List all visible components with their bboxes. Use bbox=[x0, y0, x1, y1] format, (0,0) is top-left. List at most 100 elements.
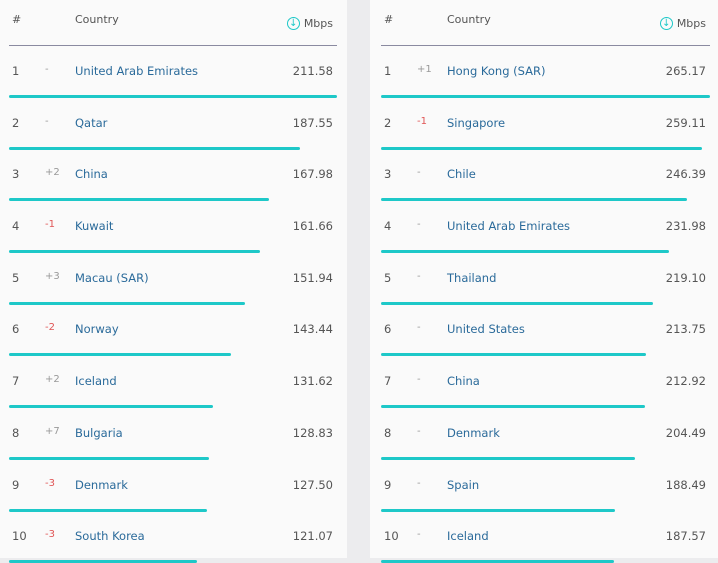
rank: 3 bbox=[384, 167, 392, 182]
table-row: 4 -1 Kuwait 161.66 bbox=[9, 201, 337, 254]
country-header: Country bbox=[447, 13, 491, 26]
speed-bar bbox=[381, 95, 710, 98]
country-link[interactable]: Hong Kong (SAR) bbox=[447, 64, 546, 78]
rank: 1 bbox=[384, 64, 392, 78]
table-row: 7 +2 Iceland 131.62 bbox=[9, 356, 337, 409]
country-link[interactable]: Singapore bbox=[447, 115, 506, 130]
rank-change: - bbox=[417, 374, 421, 386]
rank: 9 bbox=[384, 477, 392, 492]
rank: 7 bbox=[12, 374, 20, 389]
country-link[interactable]: Norway bbox=[75, 322, 119, 337]
country-link[interactable]: Kuwait bbox=[75, 219, 114, 234]
rank: 2 bbox=[384, 115, 392, 130]
table-row: 3 +2 China 167.98 bbox=[9, 149, 337, 202]
country-link[interactable]: Bulgaria bbox=[75, 425, 123, 440]
country-link[interactable]: Chile bbox=[447, 167, 476, 182]
speed-value: 161.66 bbox=[292, 219, 333, 234]
rank: 8 bbox=[384, 425, 392, 440]
table-row: 1 +1 Hong Kong (SAR) 265.17 bbox=[381, 46, 710, 98]
country-link[interactable]: Macau (SAR) bbox=[75, 270, 149, 285]
speed-bar bbox=[381, 301, 653, 305]
rank-change: -1 bbox=[417, 115, 427, 127]
rank-change: - bbox=[417, 219, 421, 231]
country-link[interactable]: China bbox=[447, 374, 480, 389]
country-link[interactable]: Thailand bbox=[447, 270, 497, 285]
rank-change: - bbox=[417, 477, 421, 489]
speed-value: 187.57 bbox=[665, 529, 706, 544]
unit-label: Mbps bbox=[676, 17, 706, 30]
country-link[interactable]: South Korea bbox=[75, 529, 145, 544]
country-link[interactable]: Iceland bbox=[447, 529, 489, 544]
rank: 5 bbox=[384, 270, 392, 285]
table-row: 9 - Spain 188.49 bbox=[381, 460, 710, 512]
table-row: 3 - Chile 246.39 bbox=[381, 149, 710, 202]
unit-label: Mbps bbox=[303, 17, 333, 30]
speed-value: 212.92 bbox=[665, 374, 706, 389]
rank-change: -2 bbox=[45, 322, 55, 334]
speed-value: 127.50 bbox=[292, 477, 333, 492]
rank: 3 bbox=[12, 167, 20, 182]
speed-value: 231.98 bbox=[665, 219, 706, 234]
speed-bar bbox=[9, 250, 260, 254]
rank: 8 bbox=[12, 425, 20, 440]
rank-header: # bbox=[12, 13, 22, 26]
speed-bar bbox=[9, 508, 207, 512]
country-link[interactable]: Spain bbox=[447, 477, 480, 492]
country-link[interactable]: Qatar bbox=[75, 115, 108, 130]
speed-bar bbox=[381, 508, 615, 512]
table-row: 2 -1 Singapore 259.11 bbox=[381, 98, 710, 150]
rank-change: - bbox=[417, 425, 421, 437]
speed-value: 167.98 bbox=[292, 167, 333, 182]
rank-change: -3 bbox=[45, 529, 55, 541]
speed-bar bbox=[381, 250, 669, 254]
rank-change: +2 bbox=[45, 167, 60, 179]
speed-value: 246.39 bbox=[665, 167, 706, 182]
country-link[interactable]: China bbox=[75, 167, 108, 182]
rank-change: - bbox=[417, 529, 421, 541]
rank-change: - bbox=[45, 115, 49, 127]
speed-value: 219.10 bbox=[665, 270, 706, 285]
table-header: # Country ↓ Mbps bbox=[9, 0, 337, 46]
rank: 2 bbox=[12, 115, 20, 130]
country-link[interactable]: United Arab Emirates bbox=[75, 64, 199, 78]
speed-bar bbox=[381, 146, 703, 150]
rank: 7 bbox=[384, 374, 392, 389]
rank: 4 bbox=[384, 219, 392, 234]
rank-change: +7 bbox=[45, 425, 60, 437]
ranking-table: # Country ↓ Mbps 1 - United Arab Emirates… bbox=[9, 0, 337, 563]
speed-bar bbox=[9, 95, 337, 98]
table-row: 5 +3 Macau (SAR) 151.94 bbox=[9, 253, 337, 305]
table-row: 2 - Qatar 187.55 bbox=[9, 98, 337, 150]
ranking-panel-right: # Country ↓ Mbps 1 +1 Hong Kong (SAR) 265… bbox=[370, 0, 718, 563]
speed-value: 265.17 bbox=[665, 64, 706, 78]
speed-bar bbox=[381, 198, 687, 202]
rank: 6 bbox=[384, 322, 392, 337]
country-link[interactable]: United States bbox=[447, 322, 525, 337]
speed-value: 213.75 bbox=[665, 322, 706, 337]
rank: 10 bbox=[384, 529, 399, 544]
speed-value: 151.94 bbox=[292, 270, 333, 285]
rank-change: -1 bbox=[45, 219, 55, 231]
country-link[interactable]: Iceland bbox=[75, 374, 117, 389]
rank-change: - bbox=[45, 64, 49, 75]
country-link[interactable]: Denmark bbox=[447, 425, 500, 440]
rank-change: +1 bbox=[417, 64, 432, 75]
speed-value: 211.58 bbox=[292, 64, 333, 78]
speed-value: 121.07 bbox=[292, 529, 333, 544]
download-arrow-icon: ↓ bbox=[286, 17, 300, 30]
country-link[interactable]: Denmark bbox=[75, 477, 128, 492]
table-row: 8 - Denmark 204.49 bbox=[381, 408, 710, 460]
speed-value: 259.11 bbox=[665, 115, 706, 130]
speed-bar bbox=[9, 198, 270, 202]
table-row: 6 - United States 213.75 bbox=[381, 304, 710, 357]
speed-bar bbox=[9, 146, 300, 150]
country-link[interactable]: United Arab Emirates bbox=[447, 219, 571, 234]
speed-value: 143.44 bbox=[292, 322, 333, 337]
speed-bar bbox=[9, 301, 245, 305]
table-row: 8 +7 Bulgaria 128.83 bbox=[9, 408, 337, 460]
download-arrow-icon: ↓ bbox=[659, 17, 673, 30]
speed-bar bbox=[381, 353, 647, 357]
table-row: 4 - United Arab Emirates 231.98 bbox=[381, 201, 710, 254]
table-row: 1 - United Arab Emirates 211.58 bbox=[9, 46, 337, 98]
rank: 9 bbox=[12, 477, 20, 492]
